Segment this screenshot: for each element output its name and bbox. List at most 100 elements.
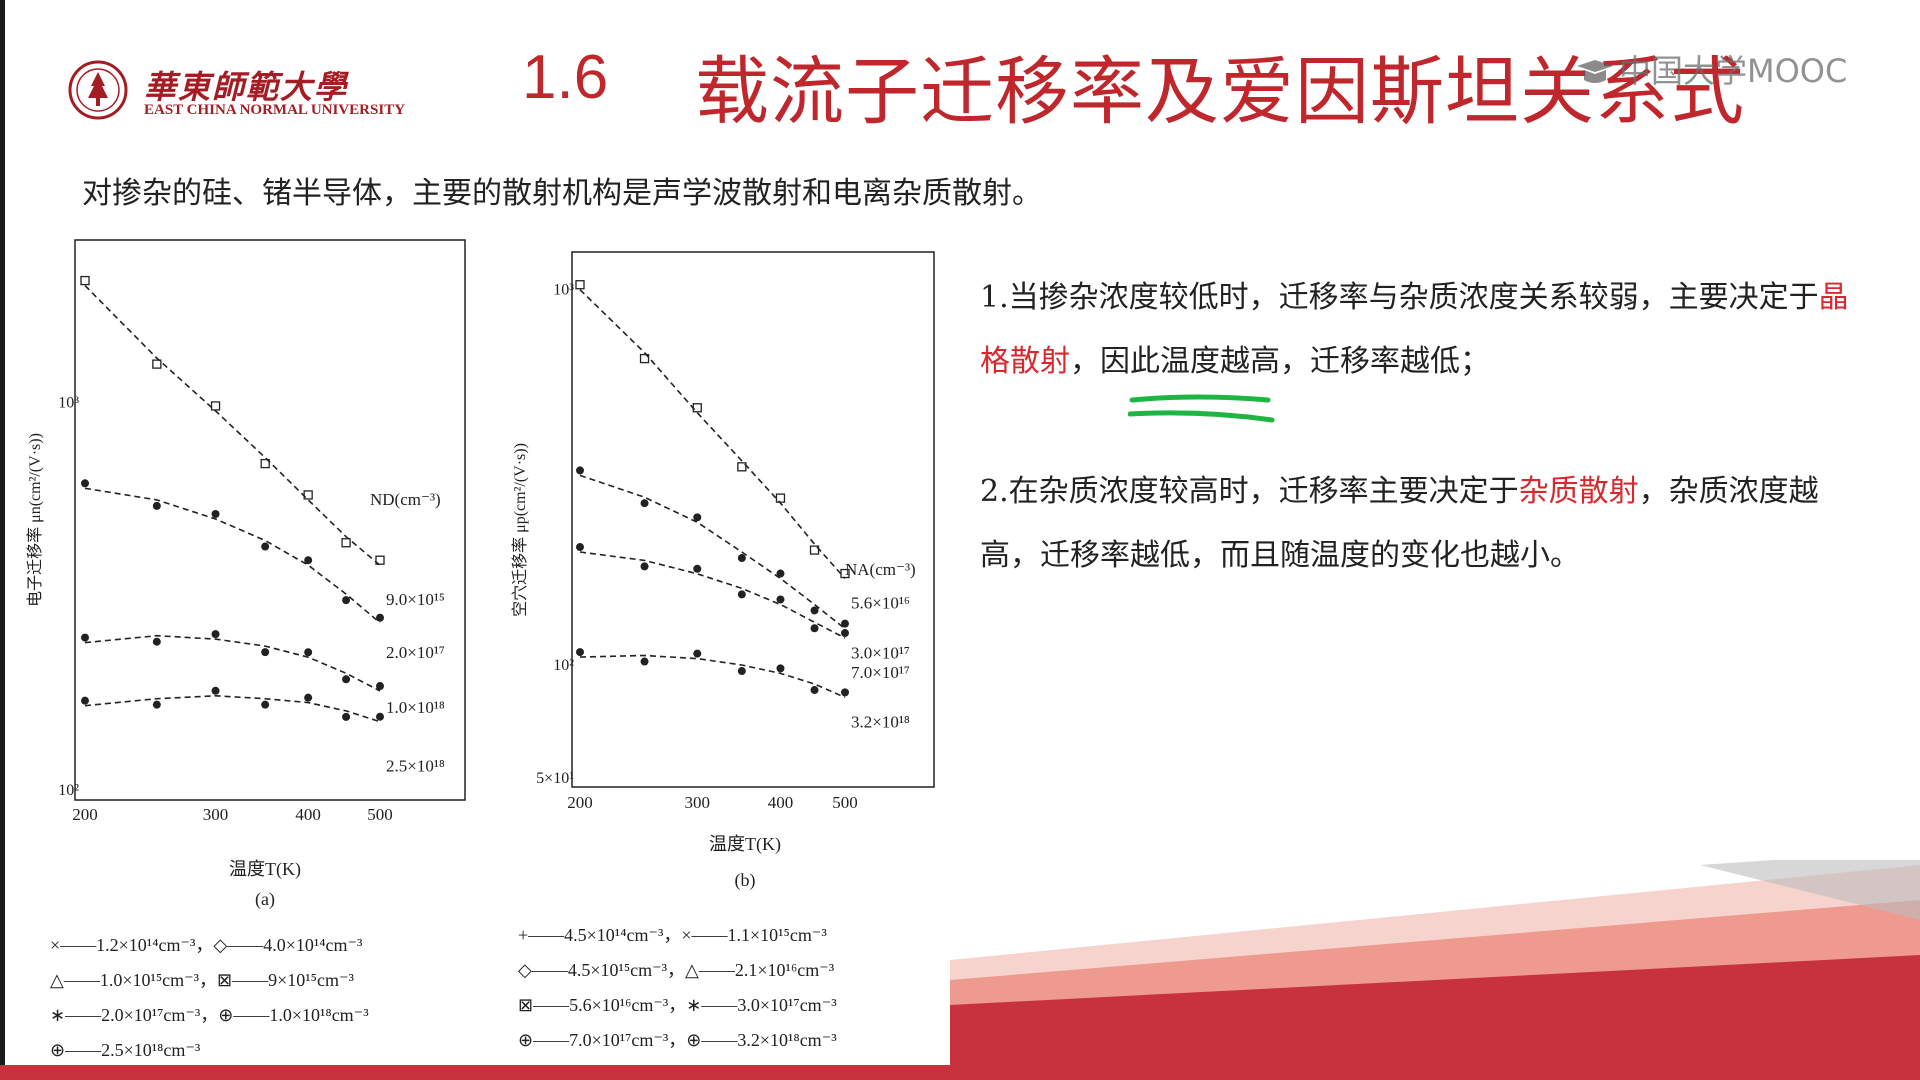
data-point (737, 462, 747, 472)
data-point (304, 648, 313, 657)
series-label: 7.0×10¹⁷ (851, 663, 910, 682)
series-fit-line (579, 289, 846, 580)
y-tick-label: 10² (553, 657, 574, 674)
data-point (737, 590, 746, 599)
data-point (776, 664, 785, 673)
point-2-post: ，杂质浓度越高，迁移率越低，而且随温度的变化也越小。 (980, 474, 1819, 573)
green-underline-annotation (1128, 394, 1275, 423)
series-title: ND(cm⁻³) (370, 490, 441, 509)
data-point (342, 675, 351, 684)
legend-b: +——4.5×10¹⁴cm⁻³，×——1.1×10¹⁵cm⁻³ ◇——4.5×1… (518, 918, 837, 1058)
data-point (775, 493, 786, 503)
data-point (81, 479, 89, 488)
data-point (840, 568, 850, 579)
data-point (639, 353, 650, 364)
bottom-decoration (0, 860, 1920, 1080)
figure-b: 200 300 400 500 10³ 10² 5×10¹ 5.6×10¹⁶ 3.0×10¹⁷ 7… (500, 230, 955, 920)
x-tick-label: 200 (567, 793, 593, 812)
data-point (341, 538, 351, 548)
series-label: 3.2×10¹⁸ (851, 712, 910, 731)
x-tick-label: 500 (832, 793, 858, 812)
hole-mobility-chart: 200 300 400 500 10³ 10² 5×10¹ 5.6×10¹⁶ 3.0×10¹⁷7… (511, 251, 935, 891)
series-fit-line (84, 694, 381, 723)
data-point (342, 712, 351, 721)
data-point (693, 649, 702, 658)
figure-a: 200 300 400 500 10³ 10² 9.0×10¹⁵ 2.0×10¹⁷ 1.0×10… (10, 230, 485, 920)
data-point (575, 280, 585, 290)
point-1: 1.当掺杂浓度较低时，迁移率与杂质浓度关系较弱，主要决定于晶格散射，因此温度越高… (980, 266, 1850, 394)
data-point (576, 648, 584, 657)
data-point (375, 555, 385, 565)
mooc-logo-icon (1577, 60, 1613, 83)
point-2: 2.在杂质浓度较高时，迁移率主要决定于杂质散射，杂质浓度越高，迁移率越低，而且随… (980, 460, 1850, 588)
y-axis-label: 空穴迁移率 μp(cm²/(V·s)) (511, 443, 529, 617)
data-point (261, 542, 270, 551)
university-name-en: EAST CHINA NORMAL UNIVERSITY (144, 102, 406, 118)
data-point (376, 712, 384, 721)
data-point (152, 700, 161, 709)
data-point (737, 554, 746, 563)
data-point (810, 606, 819, 615)
x-tick-label: 200 (72, 805, 98, 824)
data-point (809, 545, 820, 555)
x-tick-label: 300 (685, 793, 711, 812)
data-point (640, 562, 649, 571)
legend-row: ∗——2.0×10¹⁷cm⁻³，⊕——1.0×10¹⁸cm⁻³ (50, 1005, 369, 1025)
data-point (260, 458, 270, 469)
plot-frame (74, 239, 466, 801)
section-number: 1.6 (522, 43, 609, 112)
series-label: 2.0×10¹⁷ (386, 643, 445, 662)
series-fit-line (579, 654, 846, 699)
data-point (841, 629, 849, 638)
series-fit-line (84, 285, 381, 566)
data-point (304, 693, 313, 702)
legend-row: +——4.5×10¹⁴cm⁻³，×——1.1×10¹⁵cm⁻³ (518, 925, 827, 945)
legend-row: ◇——4.5×10¹⁵cm⁻³，△——2.1×10¹⁶cm⁻³ (518, 960, 835, 980)
data-point (693, 513, 702, 522)
university-seal-icon (68, 60, 128, 120)
data-point (211, 686, 220, 695)
point-1-pre: 1.当掺杂浓度较低时，迁移率与杂质浓度关系较弱，主要决定于 (980, 280, 1819, 315)
legend-row: △——1.0×10¹⁵cm⁻³，⊠——9×10¹⁵cm⁻³ (50, 970, 354, 990)
data-point (210, 401, 221, 411)
window-edge (0, 0, 5, 1080)
series-label: 2.5×10¹⁸ (386, 757, 445, 776)
x-axis-label: 温度T(K) (709, 834, 781, 855)
data-point (640, 657, 649, 666)
electron-mobility-chart: 200 300 400 500 10³ 10² 9.0×10¹⁵ 2.0×10¹⁷ 1.0×10… (26, 239, 466, 910)
data-point (841, 619, 849, 628)
series-fit-line (84, 487, 381, 624)
series-title: NA(cm⁻³) (845, 560, 916, 579)
data-point (303, 490, 313, 500)
series-fit-line (579, 551, 846, 639)
figure-caption: (b) (735, 870, 756, 891)
data-point (152, 501, 161, 510)
x-axis-label: 温度T(K) (229, 859, 301, 880)
data-point (576, 543, 584, 552)
point-1-post: ，因此温度越高，迁移率越低； (1070, 344, 1490, 379)
data-point (776, 569, 785, 578)
legend-row: ⊕——2.5×10¹⁸cm⁻³ (50, 1040, 201, 1060)
legend-row: ⊠——5.6×10¹⁶cm⁻³，∗——3.0×10¹⁷cm⁻³ (518, 995, 837, 1015)
x-tick-label: 300 (203, 805, 229, 824)
data-point (211, 630, 220, 639)
watermark-text: 中国大学MOOC (1619, 52, 1848, 90)
y-tick-label: 10³ (553, 282, 574, 299)
mooc-watermark: 中国大学MOOC (1575, 46, 1847, 90)
data-point (304, 556, 313, 565)
data-point (261, 700, 270, 709)
data-point (776, 595, 785, 604)
university-name-cn: 華東師範大學 (144, 68, 349, 106)
legend-row: ×——1.2×10¹⁴cm⁻³，◇——4.0×10¹⁴cm⁻³ (50, 935, 363, 955)
point-2-pre: 2.在杂质浓度较高时，迁移率主要决定于 (980, 474, 1519, 509)
series-fit-line (579, 474, 846, 630)
series-label: 9.0×10¹⁵ (386, 590, 445, 609)
series-fit-line (84, 634, 381, 692)
data-point (342, 596, 351, 605)
series-label: 1.0×10¹⁸ (386, 698, 445, 717)
figure-caption: (a) (255, 889, 275, 910)
data-point (576, 466, 584, 475)
data-point (693, 564, 702, 573)
data-point (692, 403, 702, 413)
